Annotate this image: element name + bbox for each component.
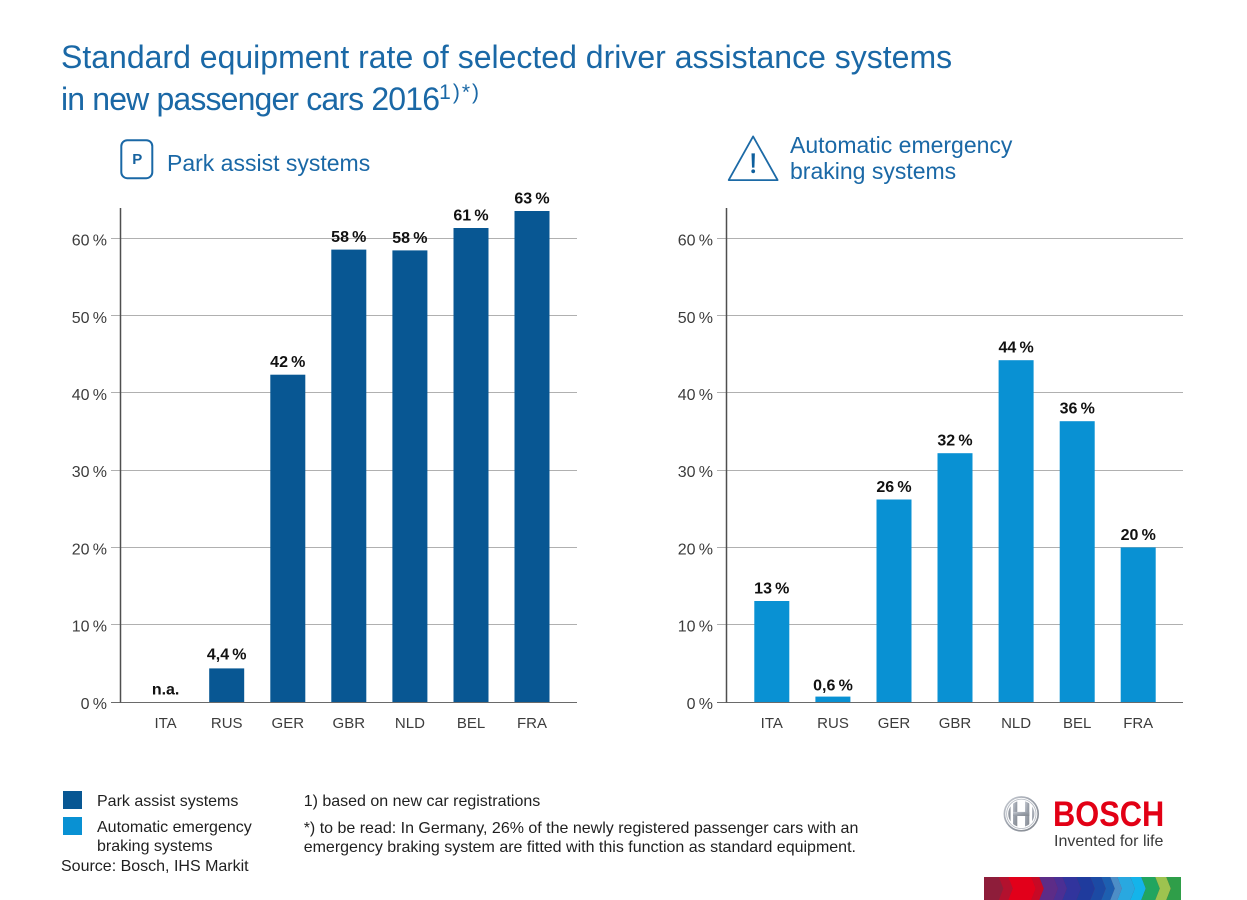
svg-text:44 %: 44 % <box>998 340 1033 357</box>
svg-text:63 %: 63 % <box>514 191 549 208</box>
svg-text:40 %: 40 % <box>72 387 107 404</box>
svg-text:26 %: 26 % <box>876 479 911 496</box>
svg-text:GBR: GBR <box>333 715 366 732</box>
svg-text:GBR: GBR <box>939 715 972 732</box>
svg-text:30 %: 30 % <box>72 464 107 481</box>
svg-text:20 %: 20 % <box>1121 527 1156 544</box>
svg-text:50 %: 50 % <box>72 310 107 327</box>
svg-text:FRA: FRA <box>1123 715 1153 732</box>
svg-text:20 %: 20 % <box>72 541 107 558</box>
svg-text:4,4 %: 4,4 % <box>207 646 247 663</box>
svg-text:0 %: 0 % <box>81 696 107 713</box>
svg-text:P: P <box>132 151 142 168</box>
svg-text:58 %: 58 % <box>392 230 427 247</box>
svg-text:42 %: 42 % <box>270 354 305 371</box>
svg-text:NLD: NLD <box>395 715 425 732</box>
svg-text:50 %: 50 % <box>678 310 713 327</box>
svg-text:FRA: FRA <box>517 715 547 732</box>
svg-text:61 %: 61 % <box>453 208 488 225</box>
svg-text:GER: GER <box>878 715 911 732</box>
svg-text:n.a.: n.a. <box>152 682 180 699</box>
svg-text:0 %: 0 % <box>687 696 713 713</box>
svg-text:40 %: 40 % <box>678 387 713 404</box>
svg-text:30 %: 30 % <box>678 464 713 481</box>
svg-text:20 %: 20 % <box>678 541 713 558</box>
svg-text:36 %: 36 % <box>1060 401 1095 418</box>
svg-text:0,6 %: 0,6 % <box>813 677 853 694</box>
svg-text:60 %: 60 % <box>678 233 713 250</box>
svg-text:NLD: NLD <box>1001 715 1031 732</box>
svg-text:RUS: RUS <box>817 715 849 732</box>
svg-text:RUS: RUS <box>211 715 243 732</box>
svg-text:60 %: 60 % <box>72 233 107 250</box>
svg-text:GER: GER <box>272 715 305 732</box>
svg-text:BEL: BEL <box>1063 715 1091 732</box>
svg-text:13 %: 13 % <box>754 581 789 598</box>
svg-text:BEL: BEL <box>457 715 485 732</box>
svg-text:10 %: 10 % <box>678 619 713 636</box>
svg-text:10 %: 10 % <box>72 619 107 636</box>
svg-text:ITA: ITA <box>761 715 783 732</box>
svg-text:58 %: 58 % <box>331 229 366 246</box>
svg-text:32 %: 32 % <box>937 433 972 450</box>
svg-text:ITA: ITA <box>154 715 176 732</box>
